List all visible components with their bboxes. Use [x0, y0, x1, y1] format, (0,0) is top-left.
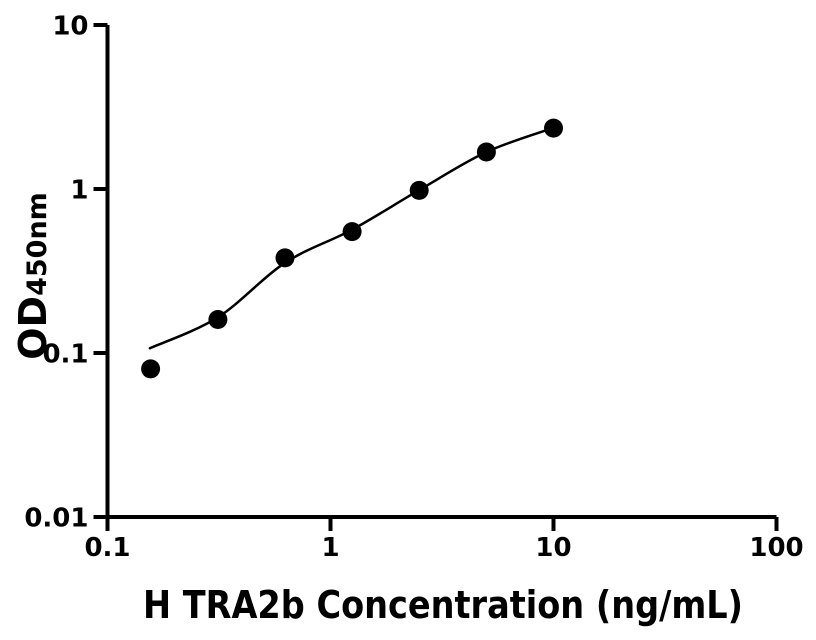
y-axis-tick-label: 1 — [70, 176, 88, 206]
data-point-marker — [409, 180, 429, 200]
y-axis-tick-labels: 0.01 0.1 1 10 — [24, 12, 88, 534]
y-axis-tick-label: 0.1 — [42, 340, 88, 370]
y-axis-title-subscript: 450nm — [22, 192, 53, 296]
y-axis-tick-label: 0.01 — [24, 504, 88, 534]
data-point-marker — [342, 222, 362, 242]
axes — [93, 23, 779, 531]
data-point-marker — [544, 118, 563, 138]
data-point-marker — [476, 142, 496, 162]
x-axis-tick-label: 1 — [321, 533, 339, 563]
y-axis-title-main: OD — [11, 296, 55, 360]
data-point-marker — [208, 310, 228, 329]
x-axis-tick-label: 100 — [749, 533, 803, 563]
axis-spine — [105, 25, 777, 519]
x-axis-title: H TRA2b Concentration (ng/mL) — [143, 583, 743, 627]
data-points — [141, 118, 563, 379]
x-axis-tick-label: 0.1 — [84, 533, 130, 563]
data-point-marker — [275, 248, 295, 268]
y-axis-title: OD450nm — [11, 192, 55, 360]
y-axis-tick-label: 10 — [52, 12, 88, 42]
x-axis-tick-labels: 0.1 1 10 100 — [84, 533, 803, 563]
data-point-marker — [141, 359, 161, 379]
x-axis-tick-label: 10 — [535, 533, 571, 563]
